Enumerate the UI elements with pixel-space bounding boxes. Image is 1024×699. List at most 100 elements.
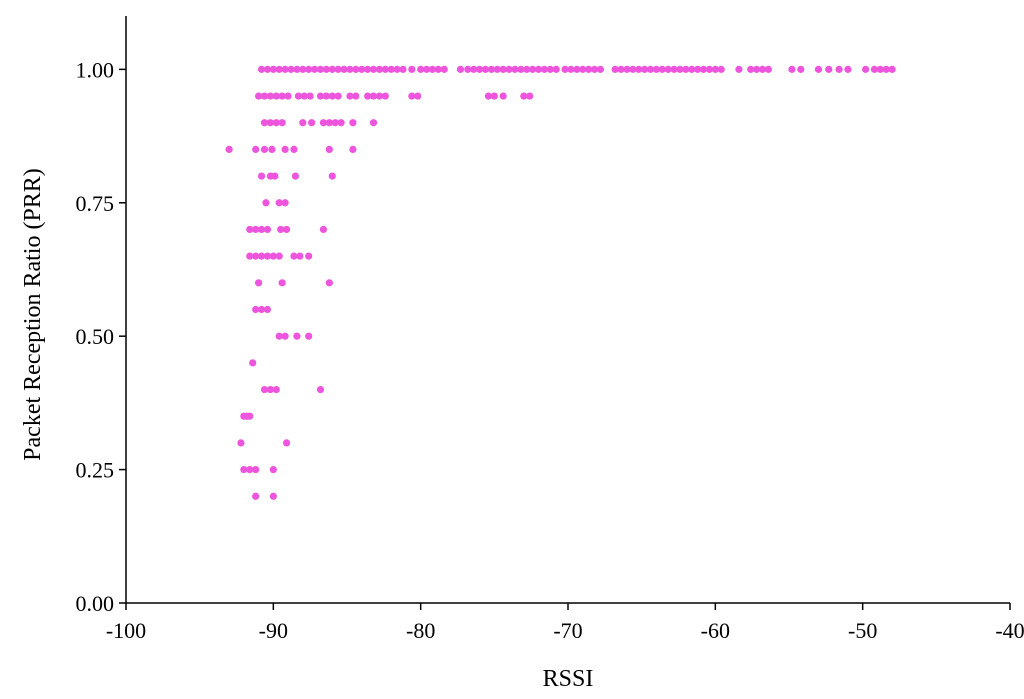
data-point [263,225,272,234]
data-point [529,65,537,73]
data-point [797,65,805,73]
data-point [281,145,289,154]
x-axis-ticks: -100 -90 -80 -70 -60 -50 -40 [106,603,1024,643]
data-point [262,199,270,207]
data-point [322,65,330,73]
data-point [246,465,254,474]
x-tick-label: -70 [553,618,582,643]
data-point [316,385,325,394]
data-point [735,65,743,73]
data-point [349,119,357,127]
data-point [225,145,233,154]
data-point [523,65,531,73]
data-point [688,65,696,73]
data-point [752,65,761,73]
data-point [275,65,283,73]
data-point [364,65,372,73]
data-point [310,65,319,73]
data-point [299,119,307,127]
data-point [246,225,254,234]
data-point [476,65,484,73]
data-point [747,65,755,73]
data-point [269,465,277,474]
data-point [579,65,587,73]
data-point [499,92,507,100]
data-point [308,119,316,127]
data-point [758,65,767,73]
data-point [440,65,448,73]
x-tick-label: -90 [259,618,288,643]
data-point [278,119,286,127]
data-point [252,145,260,154]
data-point [534,65,543,73]
data-point [862,65,870,73]
data-point [319,119,328,127]
x-tick-label: -80 [406,618,435,643]
data-point [252,305,260,314]
data-point [334,65,342,73]
data-point [876,65,884,73]
data-point [246,412,254,420]
data-point [764,65,772,73]
data-point [652,65,661,73]
data-point [670,65,678,73]
data-point [284,92,292,100]
data-point [278,92,286,100]
data-point [260,92,269,100]
x-tick-label: -50 [848,618,877,643]
data-point [705,65,714,73]
data-point [352,92,360,100]
data-point [337,119,345,127]
data-point [305,332,313,340]
data-point [237,439,245,447]
data-point [340,65,348,73]
data-point [316,65,325,73]
data-point [316,92,325,100]
data-point [263,252,272,260]
data-point [358,65,366,73]
data-point [275,252,283,260]
data-point [487,65,495,73]
data-point [266,385,274,394]
data-point [835,65,843,73]
data-point [641,65,649,73]
data-point [306,92,314,100]
data-point [349,145,357,154]
data-point [299,65,307,73]
data-point [369,119,378,127]
data-point [888,65,896,73]
data-point [552,65,560,73]
data-point [611,65,619,73]
data-point [375,65,384,73]
data-point [381,65,389,73]
data-point [328,65,336,73]
y-tick-label: 0.75 [76,191,115,216]
data-point [546,65,554,73]
data-point [328,172,336,180]
data-point [682,65,690,73]
data-point [272,119,280,127]
data-point [484,92,493,100]
data-point [300,92,308,100]
data-point [257,305,266,314]
y-axis-ticks: 0.00 0.25 0.50 0.75 1.00 [76,57,126,616]
y-tick-label: 0.25 [76,458,115,483]
data-point [255,279,263,287]
data-point [296,252,304,260]
data-point [269,492,277,500]
data-point [408,92,416,100]
data-point [319,225,328,234]
data-point [269,252,277,260]
data-point [268,145,276,154]
data-point [814,65,823,73]
data-point [272,92,280,100]
x-axis-title: RSSI [543,666,594,692]
data-point [825,65,833,73]
y-axis-title: Packet Reception Ratio (PRR) [20,168,46,461]
data-point [422,65,431,73]
data-point [293,332,301,340]
data-point [414,92,422,100]
data-point [328,92,336,100]
data-point [428,65,437,73]
data-point [561,65,569,73]
